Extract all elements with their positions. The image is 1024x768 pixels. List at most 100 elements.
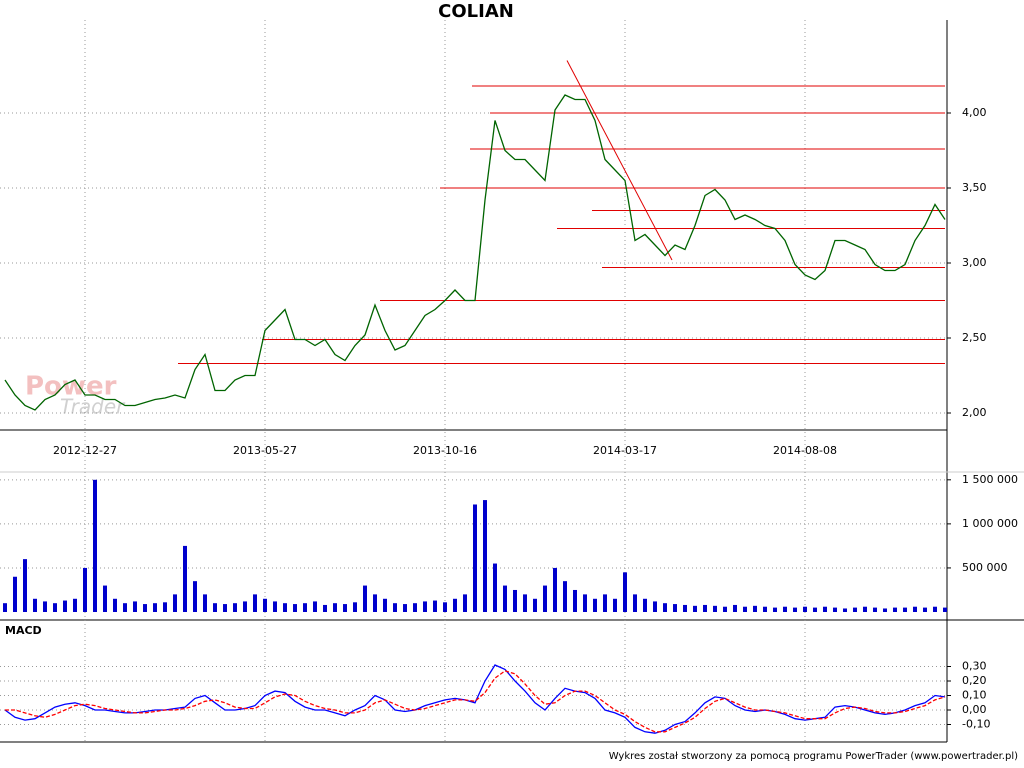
y-tick-label: 0,00 [962,703,987,716]
volume-bar [943,607,947,612]
volume-bar [473,504,477,612]
volume-bar [93,479,97,612]
volume-bar [853,607,857,612]
volume-bar [913,606,917,612]
volume-bar [723,606,727,612]
volume-bar [463,594,467,612]
y-tick-label: 0,10 [962,689,987,702]
volume-bar [933,606,937,612]
volume-bar [713,605,717,612]
volume-bar [273,601,277,612]
volume-bar [363,585,367,612]
volume-bar [293,604,297,612]
volume-bar [243,601,247,612]
y-tick-label: 3,00 [962,256,987,269]
x-tick-label: 2014-03-17 [593,444,657,457]
volume-bar [483,500,487,612]
volume-bar [773,607,777,612]
volume-bar [583,594,587,612]
volume-bar [883,608,887,612]
volume-bar [63,600,67,612]
y-tick-label: -0,10 [962,718,990,731]
volume-bar [693,605,697,612]
y-tick-label: 2,00 [962,406,987,419]
volume-bar [823,606,827,612]
volume-bar [373,594,377,612]
volume-bar [893,607,897,612]
y-tick-label: 2,50 [962,331,987,344]
volume-bar [763,606,767,612]
volume-bar [743,606,747,612]
chart-title: COLIAN [438,1,514,22]
watermark: Trader [60,395,126,419]
volume-bar [533,598,537,612]
volume-bar [213,603,217,612]
volume-bar [33,598,37,612]
volume-bar [633,594,637,612]
y-tick-label: 1 500 000 [962,473,1018,486]
volume-bar [793,607,797,612]
volume-bar [543,585,547,612]
volume-bar [73,598,77,612]
volume-bar [173,594,177,612]
volume-bar [43,601,47,612]
volume-bar [623,572,627,612]
y-tick-label: 4,00 [962,106,987,119]
volume-bar [323,604,327,612]
volume-bar [383,598,387,612]
volume-bar [303,603,307,612]
trend-line [566,60,673,261]
volume-bar [413,603,417,612]
volume-bar [53,603,57,612]
volume-bar [283,603,287,612]
y-tick-label: 0,30 [962,660,987,673]
volume-bar [753,605,757,612]
volume-bar [513,589,517,612]
series-line [4,94,946,411]
volume-bar [613,598,617,612]
volume-bar [903,607,907,612]
volume-bar [313,601,317,612]
volume-bar [133,601,137,612]
volume-bar [423,601,427,612]
volume-bar [403,604,407,612]
volume-bar [393,603,397,612]
volume-bar [143,604,147,612]
volume-bar [3,603,7,612]
volume-bar [353,602,357,612]
x-tick-label: 2012-12-27 [53,444,117,457]
volume-bar [233,603,237,612]
volume-bar [493,563,497,612]
volume-bar [523,594,527,612]
volume-bar [433,600,437,612]
volume-bar [253,594,257,612]
volume-bar [653,601,657,612]
volume-bar [113,598,117,612]
volume-bar [123,603,127,612]
volume-bar [923,607,927,612]
volume-bar [223,604,227,612]
y-tick-label: 1 000 000 [962,517,1018,530]
volume-bar [673,604,677,612]
volume-bar [103,585,107,612]
volume-bar [163,602,167,612]
volume-bar [703,604,707,612]
volume-bar [183,545,187,612]
volume-bar [443,602,447,612]
watermark: Power [25,372,117,402]
x-tick-label: 2013-10-16 [413,444,477,457]
volume-bar [863,606,867,612]
y-tick-label: 3,50 [962,181,987,194]
volume-bar [643,598,647,612]
volume-bar [573,589,577,612]
volume-bar [13,576,17,612]
volume-bar [343,604,347,612]
volume-bar [803,606,807,612]
volume-bar [843,608,847,612]
volume-bar [503,585,507,612]
volume-bar [603,594,607,612]
volume-bar [263,598,267,612]
volume-bar [553,567,557,612]
